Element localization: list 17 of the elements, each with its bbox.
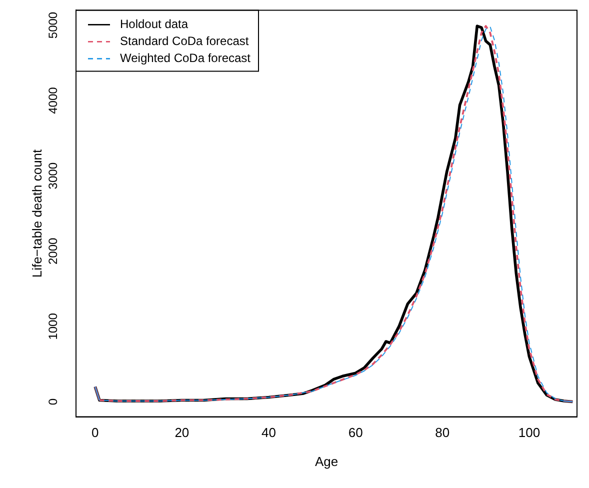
legend-label: Holdout data bbox=[120, 17, 188, 32]
legend-label: Standard CoDa forecast bbox=[120, 34, 250, 48]
y-tick-label: 5000 bbox=[46, 12, 60, 39]
y-tick-label: 1000 bbox=[46, 312, 60, 340]
y-tick-label: 3000 bbox=[46, 162, 60, 190]
x-tick-label: 80 bbox=[435, 425, 450, 440]
y-tick-label: 4000 bbox=[46, 86, 60, 114]
legend-label: Weighted CoDa forecast bbox=[120, 51, 252, 66]
x-tick-label: 100 bbox=[518, 425, 540, 440]
y-tick-label: 0 bbox=[46, 398, 60, 406]
x-tick-label: 60 bbox=[348, 425, 363, 440]
x-tick-label: 0 bbox=[91, 425, 99, 440]
x-tick-label: 20 bbox=[174, 425, 190, 440]
x-axis-title: Age bbox=[314, 454, 338, 469]
y-tick-label: 2000 bbox=[46, 237, 60, 264]
y-axis-title: Life−table death count bbox=[29, 148, 44, 278]
x-tick-label: 40 bbox=[262, 425, 276, 440]
